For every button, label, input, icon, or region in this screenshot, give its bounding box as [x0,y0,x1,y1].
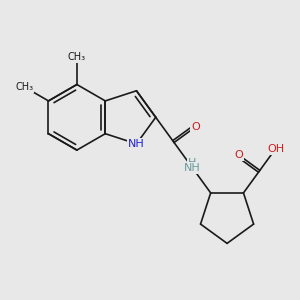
Text: H: H [188,163,196,173]
Text: CH₃: CH₃ [68,52,86,61]
Text: O: O [191,122,200,132]
Text: NH: NH [128,139,145,149]
Text: NH: NH [184,163,201,173]
Text: CH₃: CH₃ [15,82,33,92]
Text: H: H [188,158,196,168]
Text: O: O [234,150,243,160]
Text: OH: OH [267,144,284,154]
